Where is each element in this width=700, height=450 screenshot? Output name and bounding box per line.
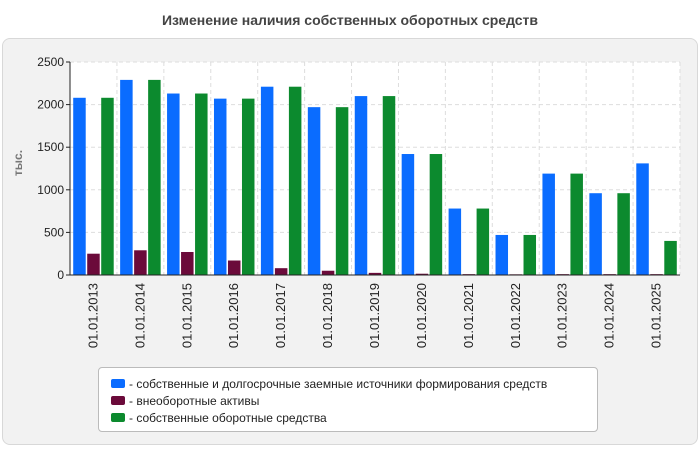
bar-3-01.01.2020 bbox=[429, 154, 443, 275]
legend-item[interactable]: - внеоборотные активы bbox=[111, 392, 597, 409]
bar-2-01.01.2020 bbox=[415, 273, 429, 275]
x-tick-label: 01.01.2020 bbox=[414, 283, 429, 348]
bar-2-01.01.2017 bbox=[274, 268, 288, 275]
y-tick-label: 1500 bbox=[37, 140, 64, 154]
bar-1-01.01.2019 bbox=[354, 96, 368, 275]
bar-3-01.01.2022 bbox=[523, 234, 537, 275]
x-tick-label: 01.01.2021 bbox=[461, 283, 476, 348]
bar-1-01.01.2020 bbox=[401, 154, 415, 275]
bar-3-01.01.2023 bbox=[570, 173, 583, 275]
x-tick-label: 01.01.2019 bbox=[367, 283, 382, 348]
legend-item[interactable]: - собственные оборотные средства bbox=[111, 409, 597, 426]
bar-2-01.01.2018 bbox=[321, 270, 335, 275]
x-tick-label: 01.01.2022 bbox=[508, 283, 523, 348]
bar-2-01.01.2013 bbox=[87, 253, 100, 275]
y-axis-label: тыс. bbox=[11, 150, 25, 176]
legend: - собственные и долгосрочные заемные ист… bbox=[98, 367, 598, 432]
bar-1-01.01.2022 bbox=[495, 234, 509, 275]
y-tick-label: 2500 bbox=[37, 55, 64, 69]
bar-1-01.01.2024 bbox=[589, 193, 602, 275]
x-tick-label: 01.01.2025 bbox=[649, 283, 664, 348]
bar-1-01.01.2013 bbox=[73, 97, 86, 275]
bar-1-01.01.2015 bbox=[167, 93, 180, 275]
bar-3-01.01.2018 bbox=[335, 107, 349, 275]
y-tick-label: 0 bbox=[57, 268, 64, 282]
bar-1-01.01.2021 bbox=[448, 208, 462, 275]
bar-1-01.01.2017 bbox=[260, 86, 274, 275]
bar-1-01.01.2018 bbox=[307, 107, 321, 275]
bar-3-01.01.2015 bbox=[195, 93, 208, 275]
y-tick-labels: 0 500 1000 1500 2000 2500 bbox=[37, 55, 70, 282]
x-tick-label: 01.01.2015 bbox=[179, 283, 194, 348]
x-tick-label: 01.01.2017 bbox=[273, 283, 288, 348]
y-tick-label: 1000 bbox=[37, 183, 64, 197]
bar-3-01.01.2021 bbox=[476, 208, 490, 275]
bar-1-01.01.2023 bbox=[542, 173, 555, 275]
x-tick-labels: 01.01.2013 01.01.2014 01.01.2015 01.01.2016… bbox=[85, 283, 663, 348]
bar-3-01.01.2025 bbox=[664, 240, 677, 275]
bar-2-01.01.2015 bbox=[181, 251, 194, 275]
bar-3-01.01.2014 bbox=[148, 79, 161, 275]
bar-1-01.01.2025 bbox=[636, 163, 649, 275]
legend-swatch bbox=[111, 379, 125, 388]
y-tick-label: 500 bbox=[44, 225, 64, 239]
x-tick-label: 01.01.2014 bbox=[132, 283, 147, 348]
bar-3-01.01.2017 bbox=[288, 86, 302, 275]
x-tick-label: 01.01.2024 bbox=[602, 283, 617, 348]
bar-2-01.01.2016 bbox=[227, 260, 241, 275]
bar-2-01.01.2014 bbox=[134, 250, 147, 275]
legend-swatch bbox=[111, 413, 125, 422]
x-tick-label: 01.01.2023 bbox=[555, 283, 570, 348]
bar-1-01.01.2016 bbox=[213, 98, 227, 275]
plot-area bbox=[70, 62, 680, 275]
bar-3-01.01.2016 bbox=[241, 98, 255, 275]
bars bbox=[73, 79, 677, 275]
legend-swatch bbox=[111, 396, 125, 405]
legend-item[interactable]: - собственные и долгосрочные заемные ист… bbox=[111, 375, 597, 392]
bar-3-01.01.2024 bbox=[617, 193, 630, 275]
bar-3-01.01.2019 bbox=[382, 96, 396, 275]
y-tick-label: 2000 bbox=[37, 98, 64, 112]
chart-title: Изменение наличия собственных оборотных … bbox=[161, 12, 539, 28]
x-tick-label: 01.01.2016 bbox=[226, 283, 241, 348]
bar-2-01.01.2019 bbox=[368, 272, 382, 275]
x-tick-label: 01.01.2013 bbox=[85, 283, 100, 348]
x-tick-label: 01.01.2018 bbox=[320, 283, 335, 348]
bar-3-01.01.2013 bbox=[101, 97, 114, 275]
legend-label: - внеоборотные активы bbox=[129, 393, 260, 408]
legend-label: - собственные и долгосрочные заемные ист… bbox=[129, 376, 548, 391]
bar-1-01.01.2014 bbox=[120, 79, 133, 275]
legend-label: - собственные оборотные средства bbox=[129, 410, 327, 425]
